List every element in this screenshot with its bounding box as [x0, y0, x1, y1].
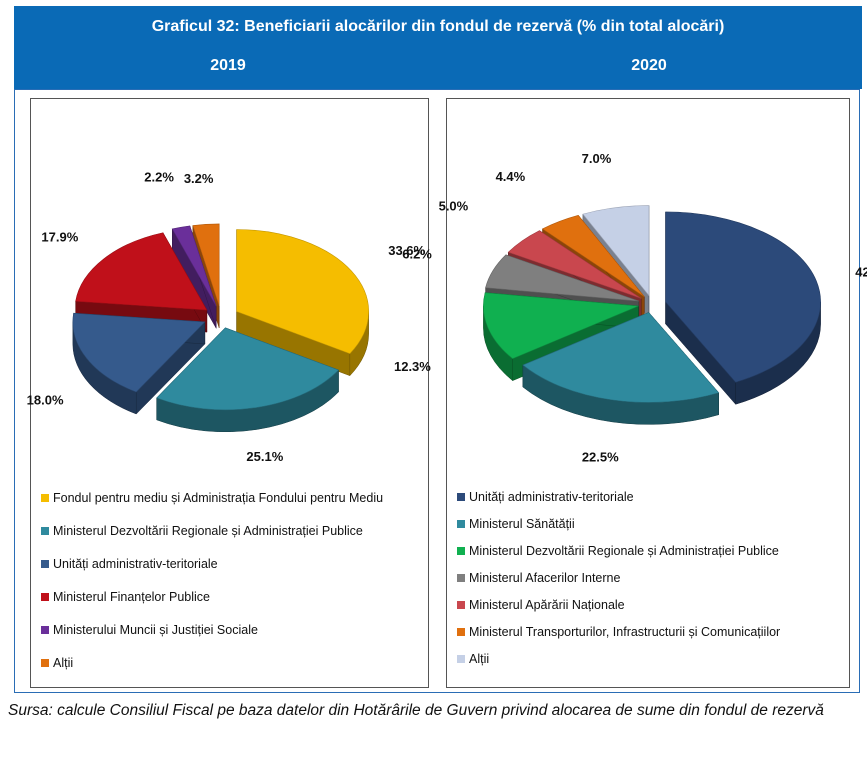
pie-slice-ministerul-dezvoltarii-regionale-si-administratiei-publice [156, 327, 340, 411]
legend-label: Alții [53, 656, 74, 670]
legend-item: Ministerul Afacerilor Interne [457, 570, 780, 592]
legend-2020: Unități administrativ-teritoriale Ministe… [457, 489, 780, 678]
legend-label: Ministerul Dezvoltării Regionale și Admi… [53, 524, 363, 538]
pie-slice-ministerul-finantelor-publice [75, 232, 208, 311]
pie-data-label: 3.2% [184, 171, 214, 186]
pie-slice-ministerul-apararii-nationale [507, 230, 642, 299]
legend-label: Ministerul Apărării Naționale [469, 598, 625, 612]
legend-swatch [457, 628, 465, 636]
legend-label: Fondul pentru mediu și Administrația Fon… [53, 491, 384, 505]
pie-data-label: 4.4% [496, 169, 526, 184]
legend-swatch [457, 601, 465, 609]
legend-swatch [41, 593, 49, 601]
legend-swatch [41, 626, 49, 634]
legend-label: Unități administrativ-teritoriale [53, 557, 218, 571]
year-label-2020: 2020 [631, 57, 667, 74]
pie-data-label: 6.2% [402, 246, 432, 261]
legend-label: Alții [469, 652, 490, 666]
legend-swatch [41, 560, 49, 568]
legend-item: Ministerul Apărării Naționale [457, 597, 780, 619]
legend-item: Alții [457, 651, 780, 673]
pie-slice-fondul-pentru-mediu-si-administratia-fondului-pentru-mediu [236, 229, 369, 355]
legend-label: Ministerului Muncii și Justiției Sociale [53, 623, 258, 637]
legend-swatch [41, 494, 49, 502]
legend-swatch [457, 574, 465, 582]
pie-data-label: 2.2% [144, 170, 174, 185]
pie-chart-2020: 42.5% 22.5% 12.3% 6.2% 5.0% 4.4% 7.0% [394, 151, 867, 464]
legend-2019: Fondul pentru mediu și Administrația Fon… [41, 490, 383, 688]
pie-slice-ministerului-muncii-si-justitiei-sociale [171, 225, 217, 307]
legend-swatch [41, 527, 49, 535]
legend-swatch [457, 547, 465, 555]
pie-data-label: 33.6% [388, 243, 425, 258]
legend-swatch [457, 520, 465, 528]
pie-data-label: 17.9% [41, 229, 78, 244]
pie-slice-altii [192, 223, 220, 306]
legend-item: Alții [41, 655, 383, 677]
pie-slice-altii [582, 205, 650, 297]
pie-data-label: 7.0% [582, 151, 612, 166]
pie-data-label: 12.3% [394, 359, 431, 374]
legend-item: Ministerul Dezvoltării Regionale și Admi… [41, 523, 383, 545]
legend-item: Ministerul Sănătății [457, 516, 780, 538]
legend-swatch [457, 493, 465, 501]
pie-data-label: 25.1% [246, 449, 283, 464]
pie-panel-2020: 42.5% 22.5% 12.3% 6.2% 5.0% 4.4% 7.0% Unități … [394, 98, 867, 688]
pie-slice-unitati-administrativ-teritoriale [665, 211, 821, 383]
legend-item: Ministerul Transporturilor, Infrastructu… [457, 624, 780, 646]
legend-item: Fondul pentru mediu și Administrația Fon… [41, 490, 383, 512]
legend-item: Ministerul Dezvoltării Regionale și Admi… [457, 543, 780, 565]
legend-label: Ministerul Finanțelor Publice [53, 590, 211, 604]
pie-slice-ministerul-sanatatii [522, 312, 720, 403]
pie-slice-unitati-administrativ-teritoriale [72, 312, 206, 393]
legend-label: Ministerul Transporturilor, Infrastructu… [469, 625, 781, 639]
pie-slice-ministerul-transporturilor-infrastructurii-si-comunicatiilor [541, 214, 645, 297]
legend-item: Ministerului Muncii și Justiției Sociale [41, 622, 383, 644]
chart-header: Graficul 32: Beneficiarii alocărilor din… [14, 6, 862, 89]
pie-data-label: 5.0% [439, 199, 469, 214]
legend-label: Ministerul Dezvoltării Regionale și Admi… [469, 544, 779, 558]
pie-slice-ministerul-afacerilor-interne [485, 254, 639, 302]
legend-label: Ministerul Afacerilor Interne [469, 571, 621, 585]
legend-swatch [457, 655, 465, 663]
year-label-2019: 2019 [210, 57, 246, 74]
pie-slice-ministerul-dezvoltarii-regionale-si-administratiei-publice [483, 292, 639, 359]
pie-data-label: 42.5% [855, 265, 867, 280]
source-note: Sursa: calcule Consiliul Fiscal pe baza … [8, 702, 824, 719]
pie-data-label: 22.5% [582, 449, 619, 464]
pie-chart-2019: 33.6% 25.1% 18.0% 17.9% 2.2% 3.2% [27, 170, 426, 464]
legend-label: Ministerul Sănătății [469, 517, 575, 531]
pie-panel-2019: 33.6% 25.1% 18.0% 17.9% 2.2% 3.2% Fondul pent… [27, 98, 429, 688]
legend-item: Unități administrativ-teritoriale [457, 489, 780, 511]
chart-title: Graficul 32: Beneficiarii alocărilor din… [151, 18, 725, 35]
legend-label: Unități administrativ-teritoriale [469, 490, 634, 504]
pie-data-label: 18.0% [27, 392, 64, 407]
legend-item: Ministerul Finanțelor Publice [41, 589, 383, 611]
legend-item: Unități administrativ-teritoriale [41, 556, 383, 578]
legend-swatch [41, 659, 49, 667]
